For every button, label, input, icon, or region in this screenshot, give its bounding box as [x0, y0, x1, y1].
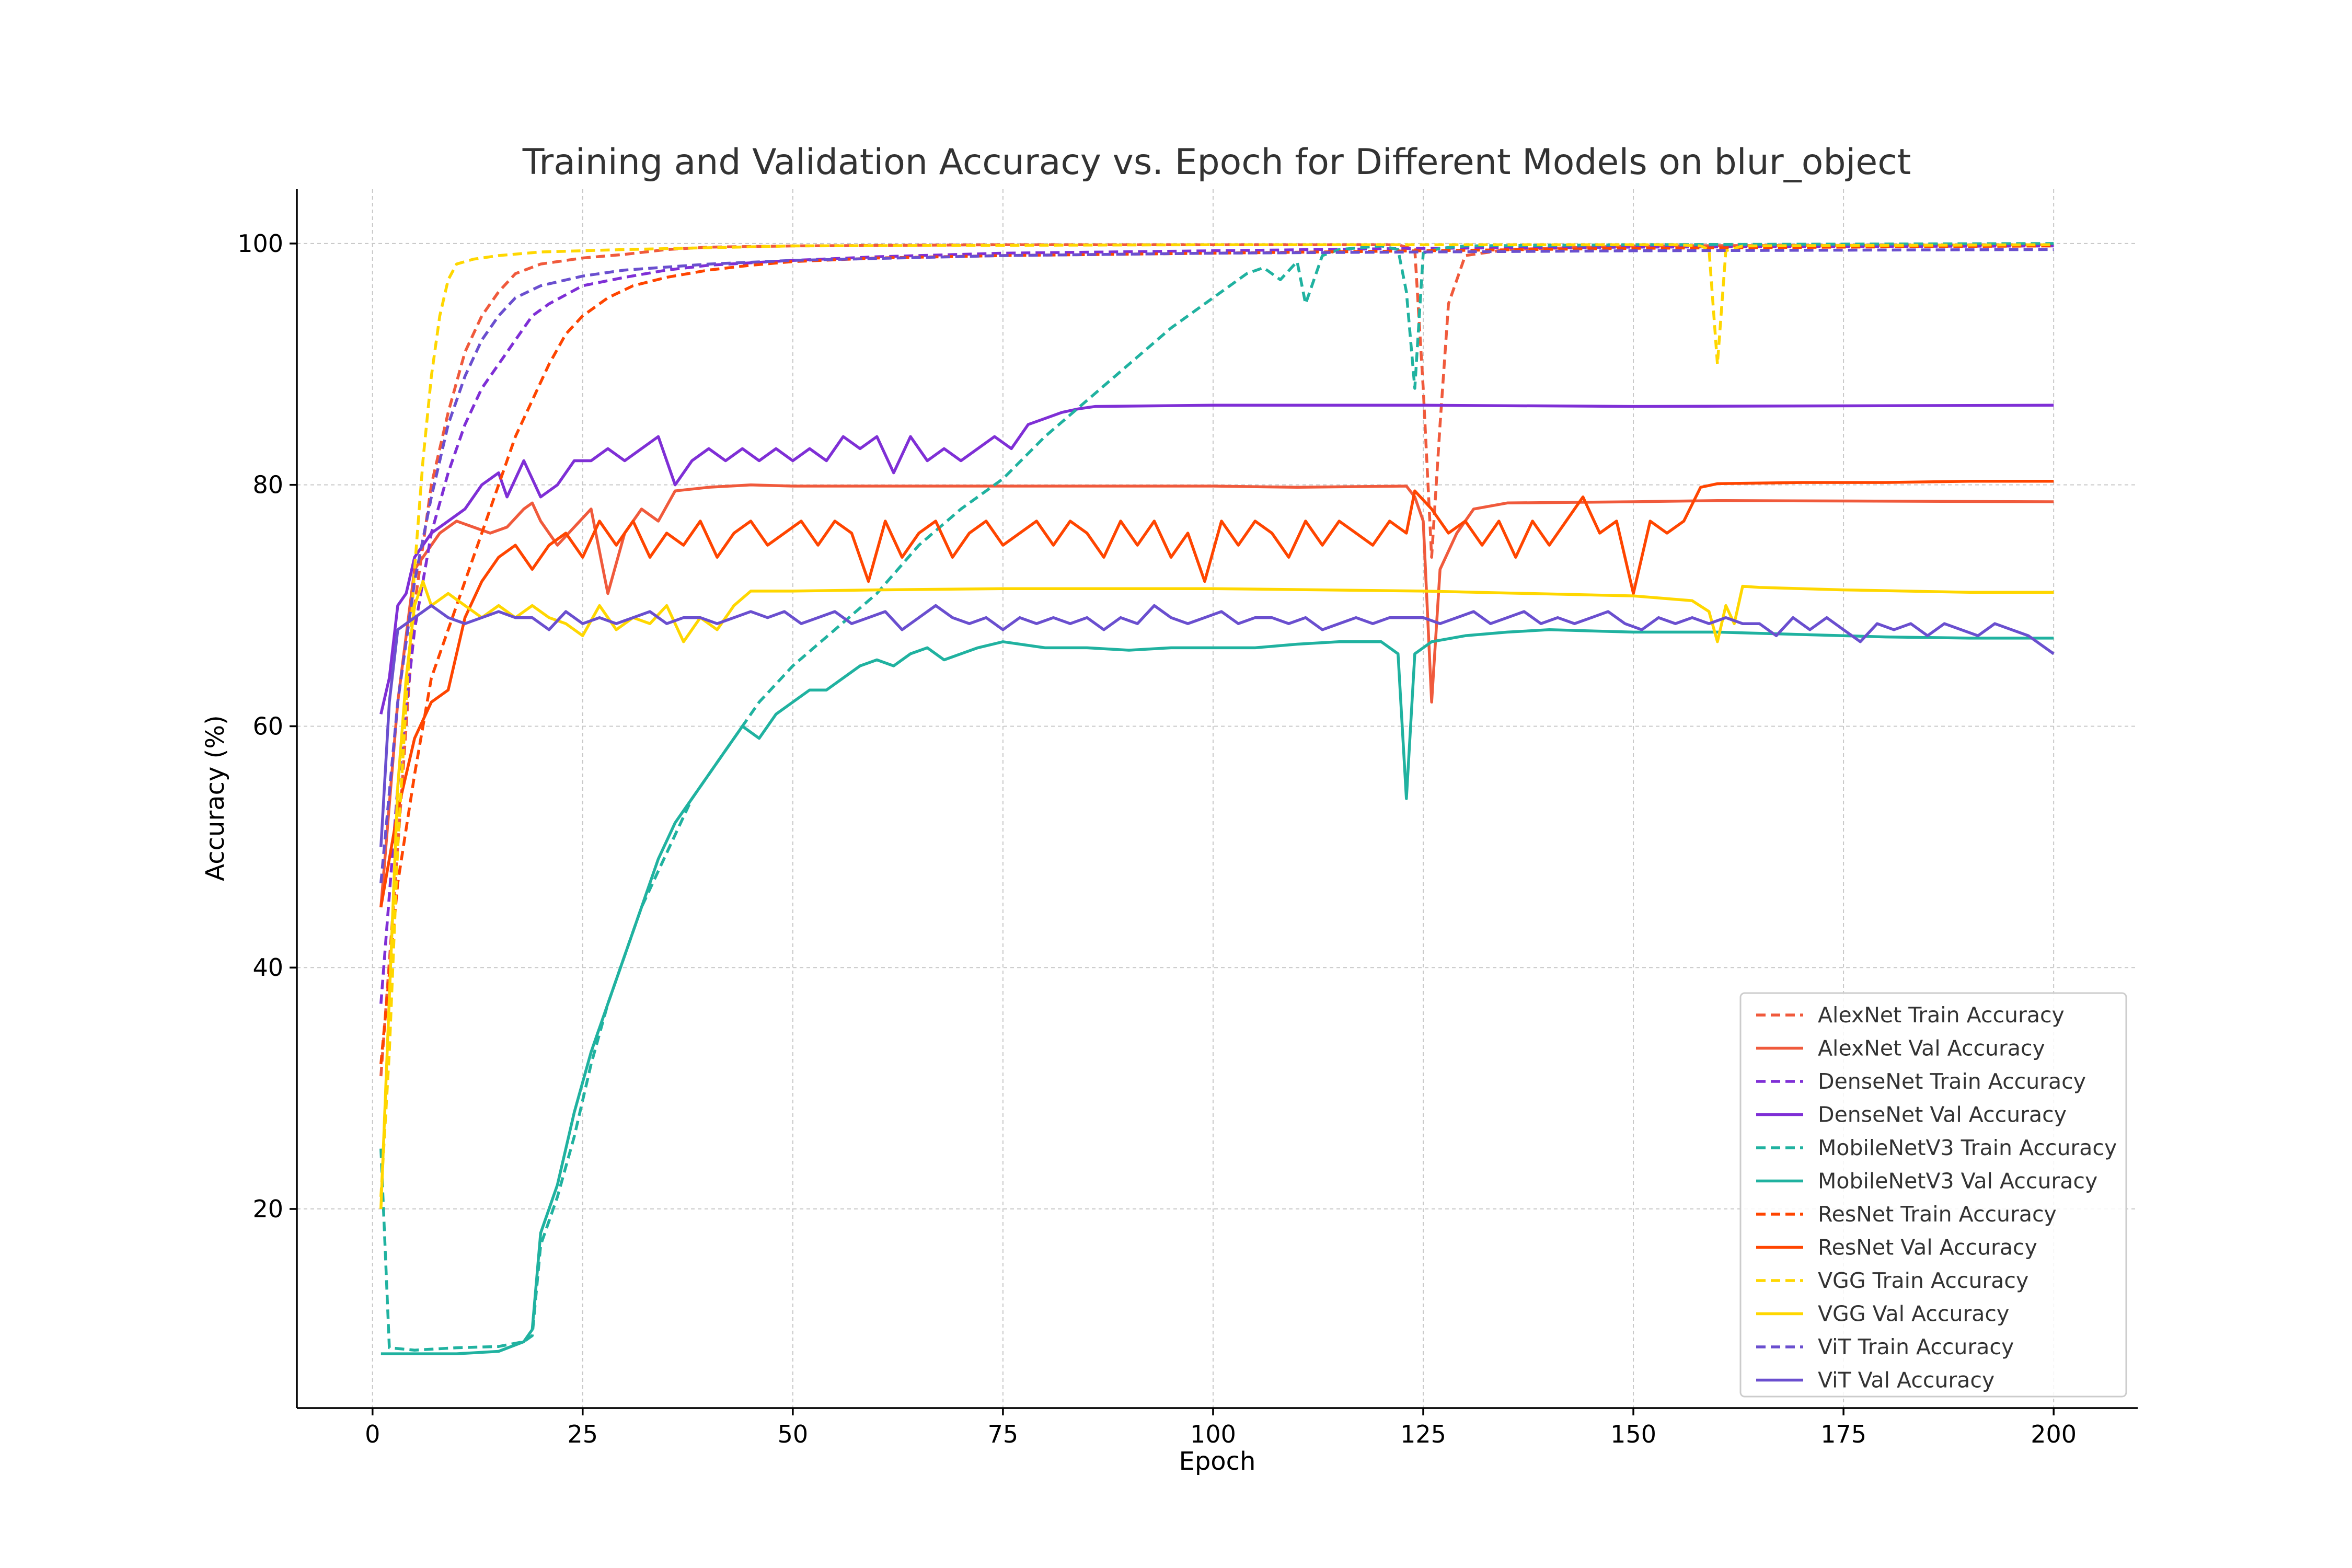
y-tick-label: 100 — [237, 229, 283, 258]
legend-entry-label: ViT Val Accuracy — [1818, 1368, 1994, 1393]
legend-box — [1739, 992, 2127, 1398]
x-tick-label: 125 — [1400, 1420, 1446, 1448]
legend-entry-label: VGG Val Accuracy — [1818, 1301, 2009, 1327]
x-tick-label: 0 — [365, 1420, 380, 1448]
x-tick-label: 50 — [778, 1420, 809, 1448]
legend-entry-label: DenseNet Val Accuracy — [1818, 1102, 2067, 1127]
y-axis-label: Accuracy (%) — [201, 715, 230, 881]
legend-entry-label: ViT Train Accuracy — [1818, 1334, 2014, 1359]
legend-entry-label: AlexNet Train Accuracy — [1818, 1002, 2065, 1028]
series-line-vgg-val-accuracy — [379, 580, 2054, 1209]
legend-entry-label: ResNet Val Accuracy — [1818, 1235, 2037, 1260]
series-line-densenet-val-accuracy — [379, 403, 2054, 715]
series-line-vit-train-accuracy — [379, 248, 2054, 883]
y-tick-label: 60 — [252, 712, 283, 740]
series-line-resnet-val-accuracy — [379, 480, 2054, 908]
legend-entry-label: MobileNetV3 Train Accuracy — [1818, 1135, 2117, 1160]
y-tick-label: 40 — [252, 953, 283, 982]
series-line-vgg-train-accuracy — [379, 243, 2054, 1197]
series-line-alexnet-val-accuracy — [379, 483, 2054, 908]
x-tick-label: 150 — [1610, 1420, 1656, 1448]
series-line-vit-val-accuracy — [379, 604, 2055, 847]
legend-entry-label: AlexNet Val Accuracy — [1818, 1036, 2045, 1061]
x-tick-label: 75 — [988, 1420, 1019, 1448]
legend-entry-label: DenseNet Train Accuracy — [1818, 1069, 2086, 1094]
axis-ticks: 0 25 50 75 100 125 150 175 200 20 40 60 80 100 — [237, 229, 2077, 1448]
x-tick-label: 100 — [1190, 1420, 1236, 1448]
x-tick-label: 25 — [568, 1420, 598, 1448]
legend-entry-label: VGG Train Accuracy — [1818, 1268, 2028, 1293]
legend: AlexNet Train Accuracy AlexNet Val Accura… — [1739, 992, 2127, 1398]
y-tick-label: 80 — [252, 471, 283, 499]
series-line-densenet-train-accuracy — [379, 244, 2054, 1004]
x-tick-label: 175 — [1820, 1420, 1866, 1448]
x-tick-label: 200 — [2031, 1420, 2077, 1448]
y-tick-label: 20 — [252, 1195, 283, 1223]
legend-entry-label: MobileNetV3 Val Accuracy — [1818, 1169, 2097, 1194]
chart-title: Training and Validation Accuracy vs. Epo… — [522, 142, 1911, 183]
x-axis-label: Epoch — [1179, 1447, 1256, 1476]
legend-entry-label: ResNet Train Accuracy — [1818, 1202, 2057, 1227]
series-lines — [379, 242, 2055, 1355]
series-line-alexnet-train-accuracy — [379, 243, 2054, 1077]
series-line-mobilenetv3-val-accuracy — [381, 628, 2054, 1355]
